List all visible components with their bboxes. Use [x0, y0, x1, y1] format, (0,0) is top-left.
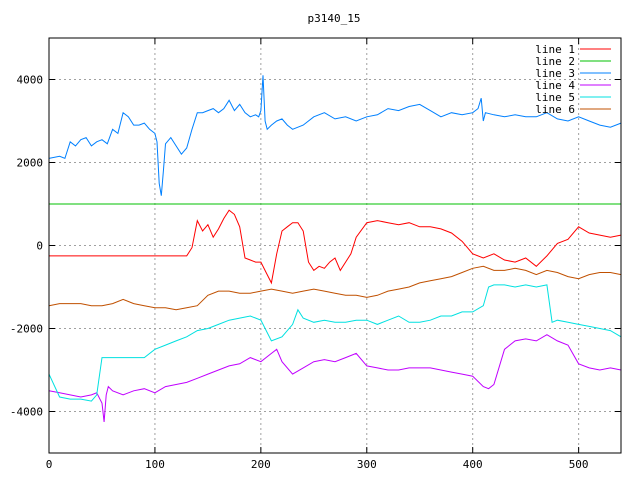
x-tick-label: 400 [463, 458, 483, 471]
y-tick-label: -4000 [10, 406, 43, 419]
plot-area [48, 75, 622, 422]
y-tick-label: 2000 [17, 157, 44, 170]
chart-title: p3140_15 [308, 12, 361, 25]
x-tick-label: 200 [251, 458, 271, 471]
x-tick-label: 100 [145, 458, 165, 471]
axis-ticks: 0 100 200 300 400 500 -4000 -2000 0 2000 4000 [10, 38, 621, 471]
series-line-4 [48, 334, 622, 422]
legend-label-2: line 2 [535, 55, 575, 68]
x-tick-label: 500 [569, 458, 589, 471]
series-line-6 [48, 265, 622, 311]
legend-label-6: line 6 [535, 103, 575, 116]
y-tick-label: -2000 [10, 323, 43, 336]
grid [49, 38, 621, 453]
series-line-5 [48, 284, 622, 402]
series-line-3 [48, 75, 622, 196]
y-tick-label: 0 [36, 240, 43, 253]
legend-label-1: line 1 [535, 43, 575, 56]
x-tick-label: 0 [46, 458, 53, 471]
legend-label-4: line 4 [535, 79, 575, 92]
legend-label-5: line 5 [535, 91, 575, 104]
x-tick-label: 300 [357, 458, 377, 471]
y-tick-label: 4000 [17, 74, 44, 87]
legend-label-3: line 3 [535, 67, 575, 80]
series-line-1 [49, 209, 622, 285]
